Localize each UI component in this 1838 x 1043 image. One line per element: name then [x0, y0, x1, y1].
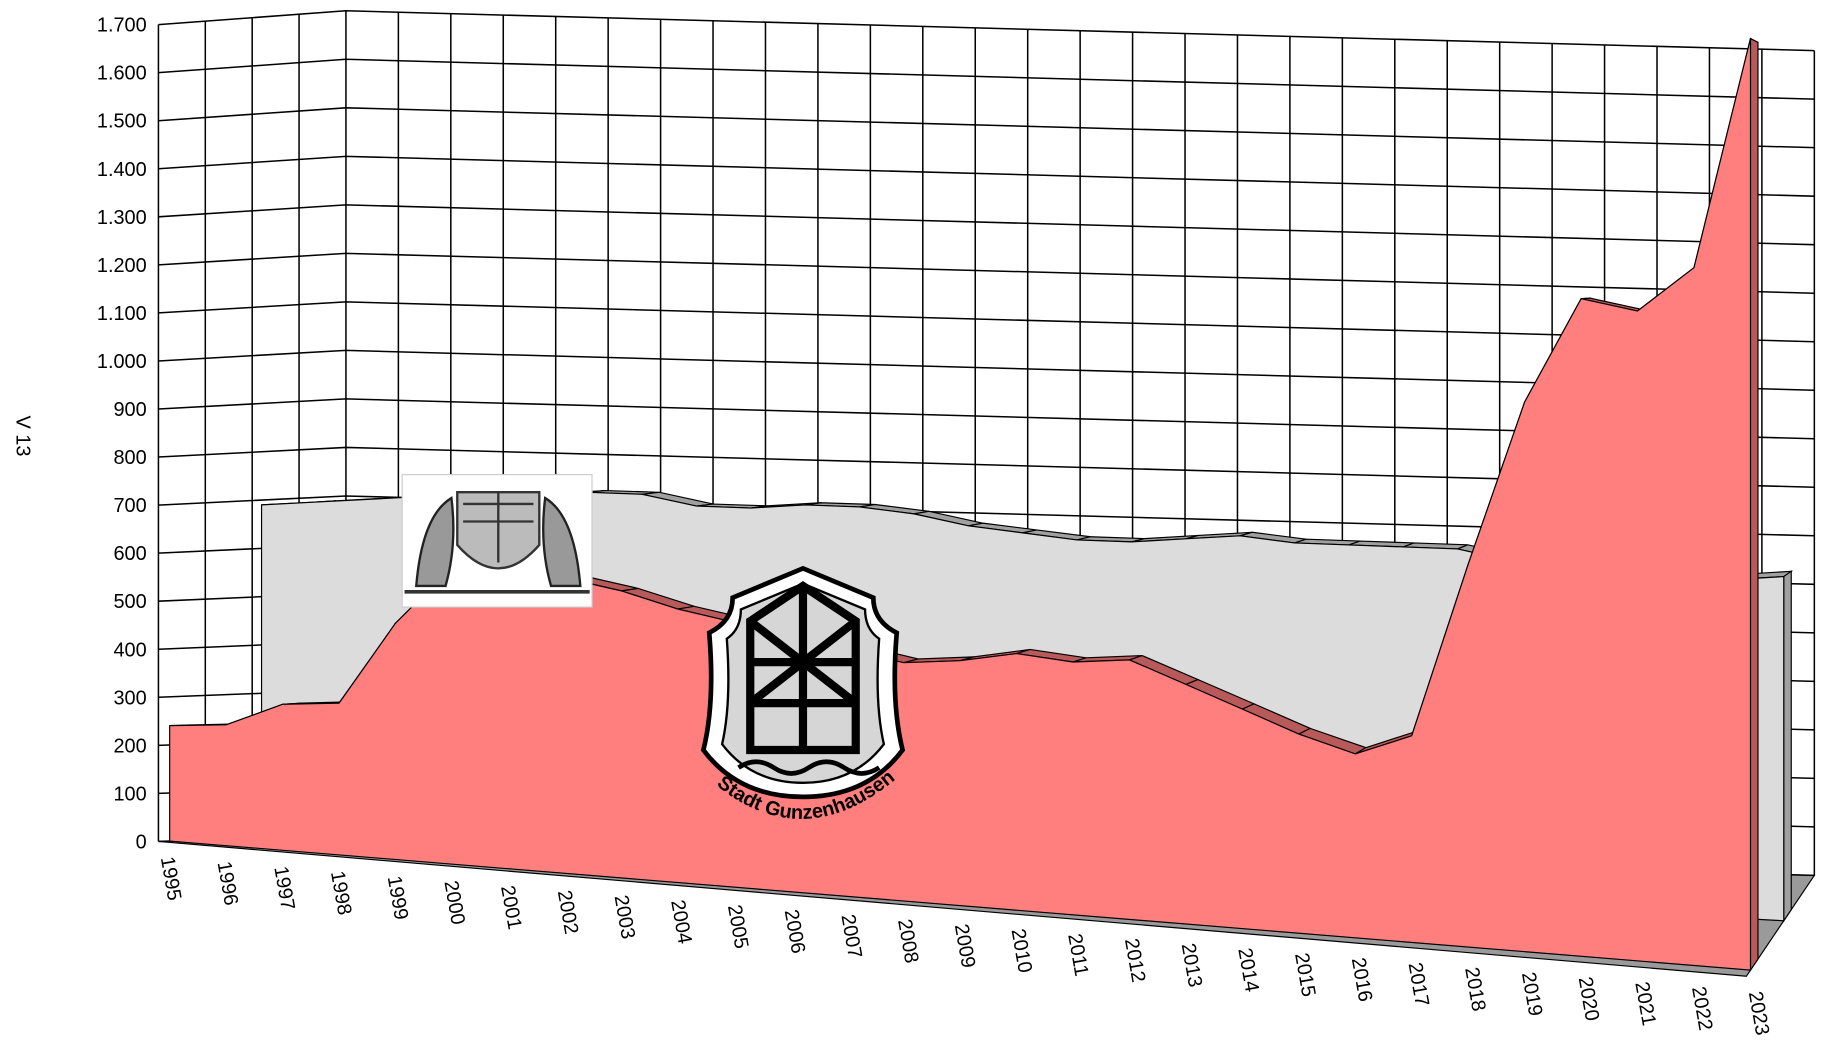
x-tick-label: 2014 [1233, 946, 1262, 993]
y-tick-label: 1.600 [97, 63, 147, 85]
x-tick-label: 2012 [1120, 937, 1149, 984]
y-tick-label: 200 [113, 735, 146, 757]
x-tick-label: 2018 [1460, 966, 1489, 1013]
x-tick-label: 2003 [610, 893, 639, 940]
x-tick-label: 1995 [156, 855, 185, 902]
y-tick-label: 500 [113, 591, 146, 613]
y-tick-label: 700 [113, 495, 146, 517]
x-tick-label: 2021 [1630, 980, 1659, 1027]
grid-line [158, 204, 1815, 246]
y-tick-label: 0 [136, 831, 147, 853]
x-tick-label: 2000 [439, 879, 468, 926]
x-tick-label: 2016 [1347, 956, 1376, 1003]
grid-line [158, 10, 1815, 52]
area-side [1783, 570, 1792, 923]
grid-line [158, 398, 1815, 440]
y-axis-label: V 13 [12, 415, 34, 456]
x-tick-label: 2010 [1007, 927, 1036, 974]
x-tick-label: 2009 [950, 922, 979, 969]
x-tick-label: 2017 [1404, 961, 1433, 1008]
y-tick-label: 1.000 [97, 351, 147, 373]
x-tick-label: 1997 [269, 865, 298, 912]
grid-line [158, 301, 1815, 343]
y-tick-label: 1.500 [97, 111, 147, 133]
x-tick-label: 2005 [723, 903, 752, 950]
x-tick-label: 2011 [1063, 932, 1092, 978]
x-tick-label: 2020 [1574, 975, 1603, 1022]
x-tick-label: 2023 [1744, 990, 1773, 1037]
x-tick-label: 1998 [326, 869, 355, 916]
x-tick-label: 2006 [780, 908, 809, 955]
bavaria-crest [401, 474, 593, 608]
x-tick-label: 2013 [1177, 942, 1206, 989]
y-tick-label: 1.200 [97, 255, 147, 277]
x-tick-label: 2007 [836, 913, 865, 960]
grid-line [158, 155, 1815, 197]
y-tick-label: 100 [113, 783, 146, 805]
grid-line [158, 107, 1815, 149]
grid-line [158, 349, 1815, 392]
x-tick-label: 2022 [1687, 985, 1716, 1032]
y-tick-label: 1.100 [97, 303, 147, 325]
y-tick-label: 1.700 [97, 15, 147, 37]
x-tick-label: 1999 [383, 874, 412, 921]
x-tick-label: 2008 [893, 917, 922, 964]
x-tick-label: 1996 [213, 860, 242, 907]
grid-line [158, 495, 1815, 537]
x-tick-label: 2001 [496, 884, 525, 931]
y-tick-label: 1.300 [97, 207, 147, 229]
y-tick-label: 600 [113, 543, 146, 565]
y-tick-label: 300 [113, 687, 146, 709]
x-tick-label: 2004 [666, 898, 695, 945]
gunzenhausen-crest: Stadt Gunzenhausen [700, 565, 906, 824]
x-tick-label: 2002 [553, 889, 582, 936]
y-tick-label: 900 [113, 399, 146, 421]
y-tick-label: 800 [113, 447, 146, 469]
grid-line [158, 252, 1815, 294]
grid-line [158, 446, 1815, 489]
y-tick-label: 1.400 [97, 159, 147, 181]
area-side [1749, 37, 1759, 973]
grid-line [158, 58, 1815, 100]
x-tick-label: 2019 [1517, 970, 1546, 1017]
y-tick-label: 400 [113, 639, 146, 661]
x-tick-label: 2015 [1290, 951, 1319, 998]
